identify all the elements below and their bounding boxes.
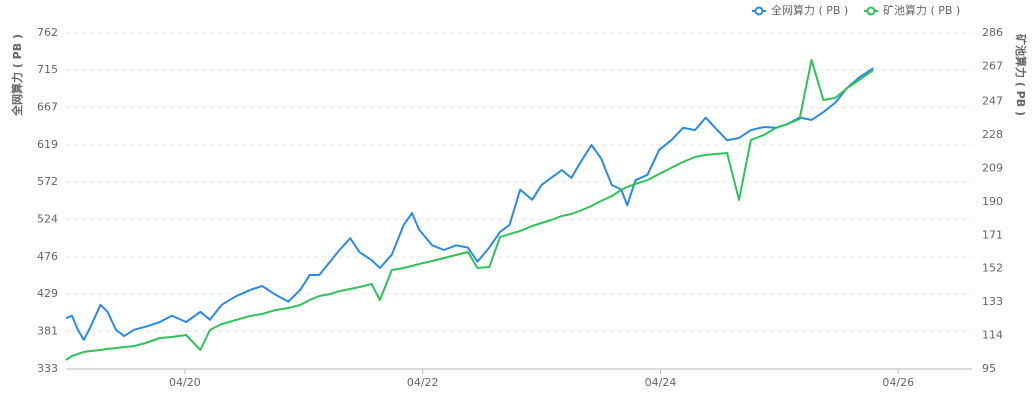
y2-tick-label: 114 [982, 329, 1003, 342]
y2-tick-label: 267 [982, 59, 1003, 72]
y-tick-label: 476 [37, 250, 58, 263]
series-line [65, 67, 874, 341]
legend-label: 矿池算力 ( PB ) [883, 3, 960, 17]
legend-icon-dot [866, 6, 876, 16]
y2-tick-label: 190 [982, 195, 1003, 208]
y2-tick-label: 95 [982, 362, 996, 375]
y-tick-label: 333 [37, 362, 58, 375]
y2-tick-label: 209 [982, 161, 1003, 174]
x-tick-label: 04/22 [407, 376, 439, 389]
y2-tick-label: 286 [982, 26, 1003, 39]
y-tick-label: 429 [37, 287, 58, 300]
y2-tick-label: 228 [982, 128, 1003, 141]
y2-tick-label: 133 [982, 295, 1003, 308]
y2-tick-label: 247 [982, 95, 1003, 108]
legend-icon-dot [754, 6, 764, 16]
y-axis-title: 全网算力 ( PB ) [10, 34, 24, 117]
series-line [65, 58, 874, 361]
x-tick-label: 04/20 [169, 376, 201, 389]
y2-tick-label: 171 [982, 228, 1003, 241]
y-tick-label: 381 [37, 324, 58, 337]
y-tick-label: 762 [37, 26, 58, 39]
y-tick-label: 619 [37, 138, 58, 151]
y2-tick-label: 152 [982, 262, 1003, 275]
x-tick-label: 04/24 [645, 376, 677, 389]
y-tick-label: 572 [37, 175, 58, 188]
y2-axis-title: 矿池算力 ( PB ) [1014, 34, 1028, 116]
y-tick-label: 524 [37, 212, 58, 225]
y-tick-label: 667 [37, 100, 58, 113]
y-tick-label: 715 [37, 63, 58, 76]
x-tick-label: 04/26 [882, 376, 914, 389]
legend-label: 全网算力 ( PB ) [771, 3, 848, 17]
